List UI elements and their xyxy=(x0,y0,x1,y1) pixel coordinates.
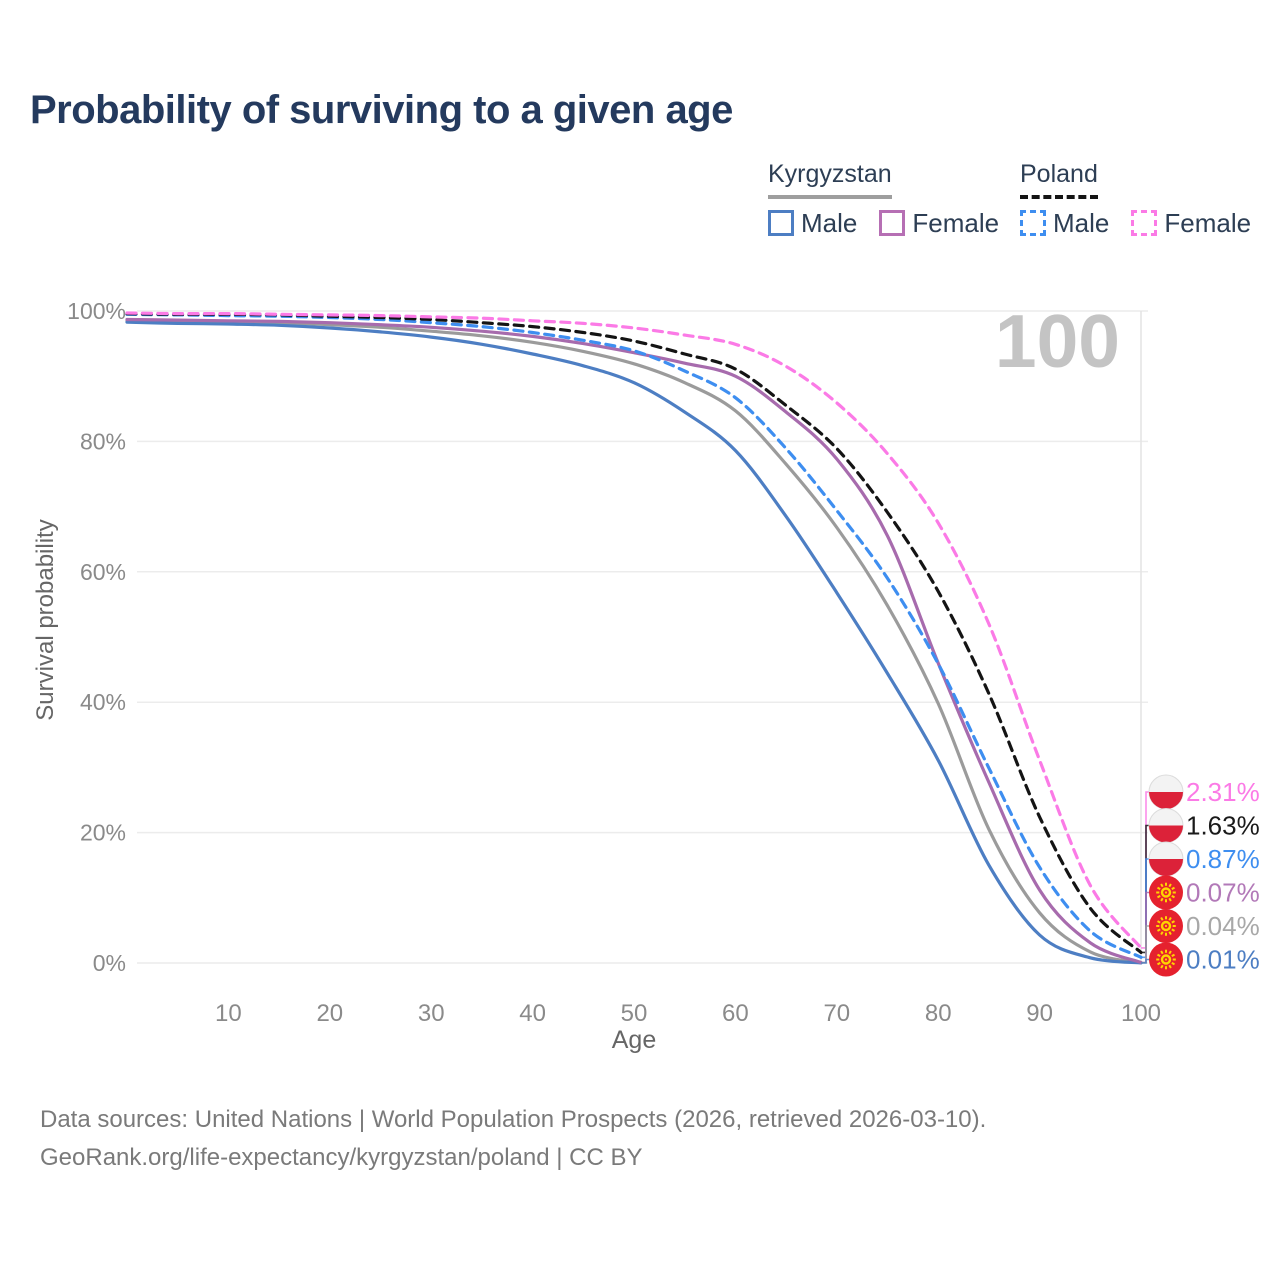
end-value-label: 0.07% xyxy=(1186,878,1260,908)
legend-swatch-kyrgyzstan-male-icon xyxy=(768,210,794,237)
y-tick-label: 40% xyxy=(80,689,126,715)
x-tick-label: 50 xyxy=(621,1000,648,1027)
legend-group-title-poland: Poland xyxy=(1020,160,1098,199)
end-value-label: 2.31% xyxy=(1186,777,1260,807)
legend-item-kyrgyzstan-female[interactable]: Female xyxy=(879,208,999,239)
y-tick-label: 100% xyxy=(67,298,126,324)
x-tick-label: 90 xyxy=(1026,1000,1053,1027)
legend-item-label: Male xyxy=(801,207,858,238)
curve-poland-male xyxy=(125,312,1143,959)
end-value-label: 0.04% xyxy=(1186,911,1260,941)
legend-group-poland: Poland Male Female xyxy=(1020,160,1251,239)
x-tick-label: 20 xyxy=(316,1000,343,1027)
x-axis-title: Age xyxy=(611,1026,657,1054)
curve-kyrgyzstan-female xyxy=(125,317,1143,965)
end-label-connector xyxy=(1141,958,1150,964)
legend-swatch-poland-female-icon xyxy=(1131,210,1158,237)
x-tick-label: 100 xyxy=(1121,1000,1161,1027)
age-watermark: 100 xyxy=(995,299,1120,383)
poland-flag-icon xyxy=(1148,841,1184,877)
x-tick-label: 40 xyxy=(519,1000,546,1027)
legend-group-kyrgyzstan: Kyrgyzstan Male Female xyxy=(768,160,999,239)
y-tick-label: 60% xyxy=(80,559,126,585)
curve-kyrgyzstan xyxy=(125,319,1143,965)
footer-data-sources: Data sources: United Nations | World Pop… xyxy=(40,1106,987,1133)
x-tick-label: 60 xyxy=(722,1000,749,1027)
legend-item-poland-male[interactable]: Male xyxy=(1020,208,1109,239)
legend-item-poland-female[interactable]: Female xyxy=(1131,208,1251,239)
legend-swatch-poland-male-icon xyxy=(1020,210,1046,237)
end-value-label: 0.01% xyxy=(1186,945,1260,975)
kyrgyzstan-flag-icon xyxy=(1149,942,1183,977)
legend-item-label: Female xyxy=(1164,207,1252,238)
curve-poland-female xyxy=(125,311,1143,950)
kyrgyzstan-flag-icon xyxy=(1149,875,1183,910)
curve-poland xyxy=(125,312,1143,954)
x-tick-label: 10 xyxy=(215,1000,242,1027)
y-axis-title: Survival probability xyxy=(32,519,59,721)
x-tick-label: 70 xyxy=(823,1000,850,1027)
legend-item-kyrgyzstan-male[interactable]: Male xyxy=(768,208,857,239)
poland-flag-icon xyxy=(1148,774,1184,810)
legend-swatch-kyrgyzstan-female-icon xyxy=(879,210,906,237)
y-tick-label: 0% xyxy=(93,950,126,976)
kyrgyzstan-flag-icon xyxy=(1149,909,1183,943)
y-tick-label: 80% xyxy=(80,428,126,454)
y-tick-label: 20% xyxy=(80,820,126,846)
legend-item-label: Male xyxy=(1053,207,1110,238)
x-tick-label: 30 xyxy=(418,1000,445,1027)
curve-kyrgyzstan-male xyxy=(125,320,1143,965)
footer-attribution: GeoRank.org/life-expectancy/kyrgyzstan/p… xyxy=(40,1144,643,1171)
legend-group-title-kyrgyzstan: Kyrgyzstan xyxy=(768,160,892,199)
page-title: Probability of surviving to a given age xyxy=(30,88,733,132)
x-tick-label: 80 xyxy=(925,1000,952,1027)
poland-flag-icon xyxy=(1148,808,1184,843)
end-value-label: 0.87% xyxy=(1186,844,1260,874)
end-value-label: 1.63% xyxy=(1186,811,1260,841)
legend-item-label: Female xyxy=(912,207,1000,238)
